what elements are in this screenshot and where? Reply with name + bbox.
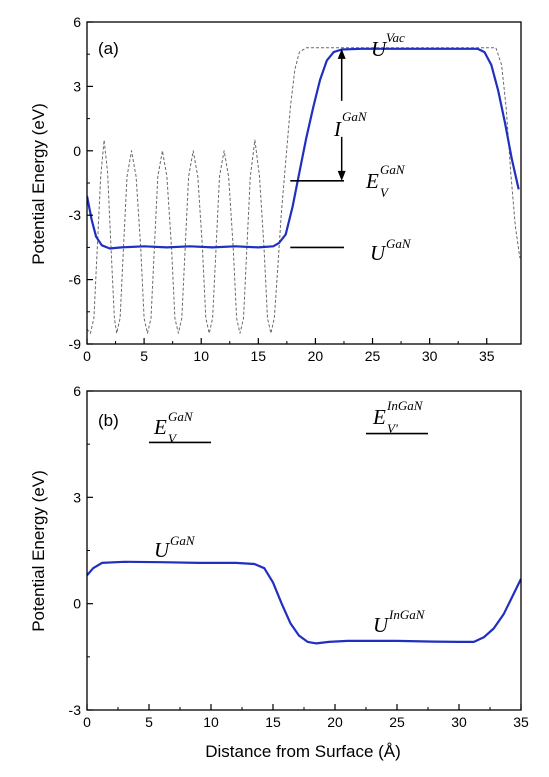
panel-b-xlabel: Distance from Surface (Å) [205,742,401,761]
panel-b-plot-area [86,390,522,711]
annotation-u-ingan: U InGaN [373,607,426,637]
panel-b-y-tick-label: -3 [69,702,82,718]
u-gan-a-sup: GaN [386,236,412,251]
panel-b-solid-series-line [87,560,521,645]
panel-a-x-tick-label: 30 [422,348,438,364]
panel-b-x-tick-label: 15 [265,714,281,730]
panel-a-x-tick-label: 20 [308,348,324,364]
panel-b-x-tick-label: 25 [389,714,405,730]
annotation-u-vac: U Vac [371,30,405,61]
panel-a: (a) 0 5 10 15 20 25 30 35 -9 -6 -3 0 3 6 Potential En… [29,14,522,364]
annotation-e-v-gan-a: E GaN V [365,162,406,200]
u-gan-b-base: U [154,538,171,562]
panel-b-label: (b) [98,411,119,430]
panel-b-x-tick-label: 20 [327,714,343,730]
annotation-i-gan: I GaN [333,109,368,141]
panel-b-x-tick-label: 5 [145,714,153,730]
panel-a-x-tick-label: 5 [140,348,148,364]
panel-a-ylabel: Potential Energy (eV) [29,103,48,265]
e-v-gan-a-sub: V [380,185,390,200]
annotation-e-v-gan-b: E GaN V [153,409,194,446]
panel-a-plot-area [86,21,522,345]
panel-a-x-tick-label: 35 [479,348,495,364]
panel-a-y-tick-label: -3 [69,207,82,223]
e-v-gan-b-sup: GaN [168,409,194,424]
panel-b-x-tick-label: 35 [513,714,529,730]
panel-b-y-tick-label: 3 [73,489,81,505]
panel-a-x-tick-label: 0 [83,348,91,364]
panel-a-label: (a) [98,39,119,58]
e-v-gan-b-base: E [153,415,167,439]
e-v-ingan-sup: InGaN [386,398,424,413]
annotation-e-v-ingan: E InGaN V' [372,398,424,436]
u-vac-base: U [371,37,388,61]
e-v-ingan-sub: V' [387,421,398,436]
panel-b-x-tick-label: 0 [83,714,91,730]
panel-a-dashed-series-line [87,47,521,334]
u-gan-a-base: U [370,241,387,265]
panel-a-ticks: 0 5 10 15 20 25 30 35 -9 -6 -3 0 3 6 [69,14,495,364]
u-gan-b-sup: GaN [170,533,196,548]
panel-b-y-tick-label: 0 [73,596,81,612]
i-gan-base: I [333,117,342,141]
panel-b-y-tick-label: 6 [73,383,81,399]
panel-a-y-tick-label: 0 [73,143,81,159]
e-v-gan-a-base: E [365,169,379,193]
panel-a-solid-series-line [87,47,520,250]
panel-a-x-tick-label: 25 [365,348,381,364]
panel-a-plot-frame [86,21,522,345]
panel-b-ylabel: Potential Energy (eV) [29,470,48,632]
panel-b-plot-frame [86,390,522,711]
e-v-ingan-base: E [372,405,386,429]
i-gan-sup: GaN [342,109,368,124]
panel-b-x-tick-label: 30 [451,714,467,730]
panel-a-x-tick-label: 10 [193,348,209,364]
panel-b-x-tick-label: 10 [203,714,219,730]
e-v-gan-b-sub: V [168,431,178,446]
panel-a-y-tick-label: 3 [73,78,81,94]
panel-a-y-tick-label: -9 [69,336,82,352]
annotation-u-gan-b: U GaN [154,533,196,562]
u-ingan-base: U [373,613,390,637]
annotation-u-gan-a: U GaN [370,236,412,265]
panel-a-y-tick-label: -6 [69,272,82,288]
panel-a-ionization-arrow [337,48,346,181]
u-ingan-sup: InGaN [388,607,426,622]
panel-a-x-tick-label: 15 [251,348,267,364]
u-vac-sup: Vac [386,30,405,45]
panel-a-y-tick-label: 6 [73,14,81,30]
e-v-gan-a-sup: GaN [380,162,406,177]
